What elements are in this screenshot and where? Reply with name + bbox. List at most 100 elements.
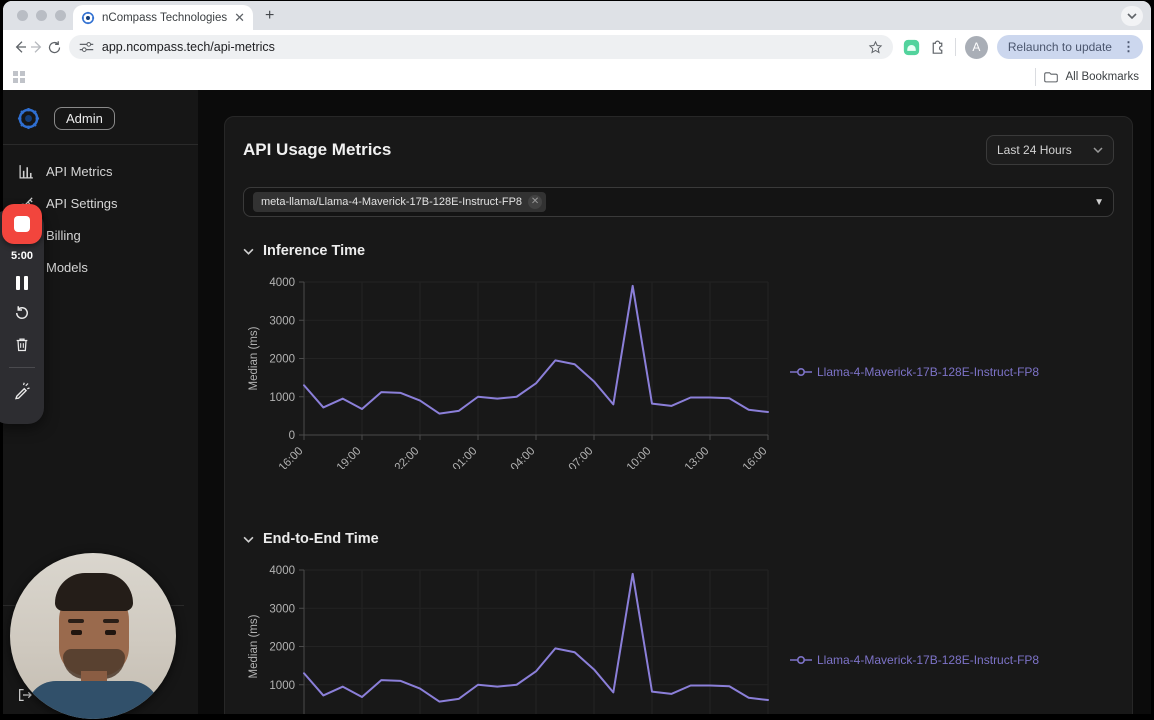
tab-strip: nCompass Technologies ✕ + bbox=[3, 1, 1151, 30]
svg-text:Median (ms): Median (ms) bbox=[248, 614, 260, 678]
restart-recording-button[interactable] bbox=[13, 304, 31, 322]
bookmarks-divider bbox=[1034, 68, 1036, 86]
pause-recording-button[interactable] bbox=[16, 276, 28, 290]
svg-text:16:00: 16:00 bbox=[277, 445, 306, 469]
chevron-down-icon bbox=[243, 248, 254, 255]
model-multiselect[interactable]: meta-llama/Llama-4-Maverick-17B-128E-Ins… bbox=[243, 187, 1114, 217]
url-text: app.ncompass.tech/api-metrics bbox=[101, 40, 275, 54]
page-content: Admin API Metrics bbox=[3, 90, 1151, 714]
model-chip: meta-llama/Llama-4-Maverick-17B-128E-Ins… bbox=[253, 192, 547, 212]
draw-tool-button[interactable] bbox=[13, 382, 31, 400]
svg-text:22:00: 22:00 bbox=[393, 445, 422, 469]
chip-remove-icon[interactable]: ✕ bbox=[528, 195, 543, 209]
all-bookmarks-button[interactable]: All Bookmarks bbox=[1065, 71, 1140, 83]
recording-timer: 5:00 bbox=[10, 250, 34, 262]
forward-button[interactable] bbox=[28, 34, 45, 60]
trash-icon bbox=[16, 338, 28, 352]
chevron-down-icon bbox=[1093, 147, 1103, 153]
svg-text:13:00: 13:00 bbox=[683, 445, 712, 469]
page-title: API Usage Metrics bbox=[243, 140, 392, 159]
select-caret-icon: ▼ bbox=[1094, 196, 1104, 208]
toolbar-actions: A Relaunch to update ⋮ bbox=[903, 35, 1143, 59]
legend-line-marker-icon bbox=[790, 367, 812, 377]
pen-draw-icon bbox=[15, 382, 30, 400]
tab-search-button[interactable] bbox=[1121, 6, 1143, 26]
stop-recording-button[interactable] bbox=[2, 204, 42, 244]
screen-recorder-panel: 5:00 bbox=[0, 204, 44, 424]
address-bar[interactable]: app.ncompass.tech/api-metrics bbox=[68, 35, 893, 59]
svg-text:04:00: 04:00 bbox=[509, 445, 538, 469]
workspace-badge[interactable]: Admin bbox=[54, 107, 115, 130]
forward-arrow-icon bbox=[30, 41, 42, 53]
section-inference-time-toggle[interactable]: Inference Time bbox=[243, 243, 1114, 259]
sidebar-item-api-metrics[interactable]: API Metrics bbox=[3, 155, 198, 187]
site-settings-icon bbox=[79, 42, 94, 52]
stop-icon bbox=[14, 216, 30, 232]
relaunch-label: Relaunch to update bbox=[1007, 40, 1112, 54]
bookmarks-bar: All Bookmarks bbox=[3, 64, 1151, 90]
legend-line-marker-icon bbox=[790, 655, 812, 665]
minimize-window-button[interactable] bbox=[36, 10, 47, 21]
svg-text:4000: 4000 bbox=[269, 277, 295, 289]
reload-button[interactable] bbox=[46, 34, 63, 60]
folder-icon bbox=[1043, 72, 1058, 83]
main-area: API Usage Metrics Last 24 Hours meta-lla… bbox=[198, 90, 1151, 714]
svg-text:4000: 4000 bbox=[269, 565, 295, 577]
bookmark-star-icon[interactable] bbox=[868, 40, 883, 55]
svg-text:Median (ms): Median (ms) bbox=[248, 326, 260, 390]
sidebar-item-label: Models bbox=[46, 259, 88, 275]
bar-chart-icon bbox=[19, 164, 33, 179]
webcam-preview[interactable] bbox=[10, 553, 176, 719]
sidebar-divider bbox=[3, 144, 198, 145]
tab-title: nCompass Technologies bbox=[102, 11, 228, 24]
legend-label: Llama-4-Maverick-17B-128E-Instruct-FP8 bbox=[817, 653, 1040, 667]
svg-text:1000: 1000 bbox=[269, 392, 295, 404]
profile-avatar[interactable]: A bbox=[964, 35, 988, 59]
browser-tab[interactable]: nCompass Technologies ✕ bbox=[73, 5, 253, 30]
pause-icon bbox=[16, 276, 28, 290]
extension-green-icon[interactable] bbox=[903, 39, 920, 56]
svg-text:1000: 1000 bbox=[269, 680, 295, 692]
svg-text:3000: 3000 bbox=[269, 603, 295, 615]
tab-close-icon[interactable]: ✕ bbox=[234, 10, 245, 25]
close-window-button[interactable] bbox=[17, 10, 28, 21]
svg-text:0: 0 bbox=[289, 430, 295, 442]
end-to-end-time-chart-block: 0100020003000400016:0019:0022:0001:0004:… bbox=[243, 563, 1114, 714]
metrics-card: API Usage Metrics Last 24 Hours meta-lla… bbox=[224, 116, 1133, 714]
toolbar-divider bbox=[954, 38, 956, 56]
svg-text:16:00: 16:00 bbox=[741, 445, 770, 469]
new-tab-button[interactable]: + bbox=[265, 7, 275, 24]
inference-time-chart: 0 1000 2000 3000 4000 16:00 19:00 22:00 01:00 04:… bbox=[248, 277, 770, 469]
svg-text:10:00: 10:00 bbox=[625, 445, 654, 469]
section-title: End-to-End Time bbox=[263, 531, 379, 547]
svg-text:01:00: 01:00 bbox=[451, 445, 480, 469]
chart-legend[interactable]: Llama-4-Maverick-17B-128E-Instruct-FP8 bbox=[790, 365, 1039, 379]
back-button[interactable] bbox=[11, 34, 28, 60]
chart-legend[interactable]: Llama-4-Maverick-17B-128E-Instruct-FP8 bbox=[790, 653, 1039, 667]
back-arrow-icon bbox=[15, 41, 26, 53]
maximize-window-button[interactable] bbox=[55, 10, 66, 21]
ncompass-logo-icon bbox=[17, 107, 40, 130]
section-title: Inference Time bbox=[263, 243, 366, 259]
svg-text:07:00: 07:00 bbox=[567, 445, 596, 469]
site-favicon-compass-icon bbox=[81, 11, 95, 24]
svg-text:2000: 2000 bbox=[269, 642, 295, 654]
chevron-down-icon bbox=[243, 536, 254, 543]
inference-time-chart-block: 0 1000 2000 3000 4000 16:00 19:00 22:00 01:00 04:… bbox=[243, 275, 1114, 469]
end-to-end-time-chart: 0100020003000400016:0019:0022:0001:0004:… bbox=[248, 565, 769, 714]
extensions-puzzle-icon[interactable] bbox=[929, 39, 946, 56]
time-range-select[interactable]: Last 24 Hours bbox=[986, 135, 1114, 165]
svg-text:19:00: 19:00 bbox=[335, 445, 364, 469]
window-controls bbox=[17, 10, 66, 21]
relaunch-to-update-button[interactable]: Relaunch to update ⋮ bbox=[996, 35, 1143, 59]
time-range-value: Last 24 Hours bbox=[997, 143, 1072, 157]
section-end-to-end-time-toggle[interactable]: End-to-End Time bbox=[243, 531, 1114, 547]
recorder-divider bbox=[9, 367, 35, 368]
sidebar-item-label: API Metrics bbox=[46, 163, 113, 179]
svg-text:2000: 2000 bbox=[269, 354, 295, 366]
model-chip-label: meta-llama/Llama-4-Maverick-17B-128E-Ins… bbox=[261, 196, 523, 208]
apps-grid-icon[interactable] bbox=[13, 71, 25, 83]
browser-toolbar: app.ncompass.tech/api-metrics A Relaunch… bbox=[3, 30, 1151, 64]
delete-recording-button[interactable] bbox=[14, 336, 30, 353]
chrome-menu-icon[interactable]: ⋮ bbox=[1121, 39, 1135, 54]
